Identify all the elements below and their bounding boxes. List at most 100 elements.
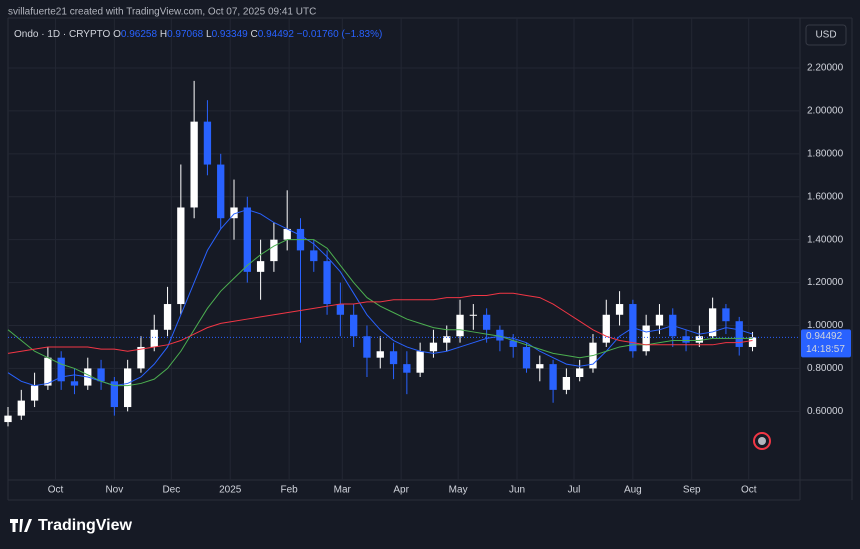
credit: svillafuerte21 created with TradingView.…	[8, 7, 316, 18]
candle-body	[549, 364, 557, 390]
quote-value: 0.94492	[258, 29, 295, 40]
candle-body	[522, 346, 531, 369]
quote-value: 0.96258	[121, 29, 158, 40]
candle-body	[110, 381, 119, 408]
logo-mark	[10, 519, 32, 532]
countdown: 14:18:57	[806, 344, 845, 355]
y-tick-label: 1.20000	[807, 277, 844, 288]
candle-body	[217, 164, 225, 219]
x-tick-label: Nov	[105, 485, 123, 496]
candle-body	[137, 346, 145, 369]
event-icon-inner	[758, 437, 766, 445]
candle-body	[722, 308, 730, 322]
candle-body	[350, 314, 358, 337]
grid	[8, 18, 800, 480]
change: −0.01760 (−1.83%)	[297, 29, 383, 40]
y-tick-label: 0.60000	[807, 406, 844, 417]
legend: Ondo · 1D · CRYPTO O0.96258 H0.97068 L0.…	[14, 29, 382, 40]
last-price-box	[801, 329, 851, 358]
candle-body	[163, 304, 172, 330]
x-tick-label: 2025	[219, 485, 242, 496]
candle-body	[403, 364, 411, 373]
logo	[10, 519, 32, 532]
x-tick-label: Jul	[568, 485, 581, 496]
candle-body	[469, 314, 477, 316]
x-tick-label: Aug	[624, 485, 642, 496]
candle-body	[363, 336, 371, 358]
last-price-label: 0.94492	[806, 331, 843, 342]
candle-body	[482, 314, 491, 330]
y-tick-label: 1.80000	[807, 148, 844, 159]
candle-body	[682, 336, 690, 343]
candle-body	[416, 351, 424, 373]
moving-average	[7, 209, 753, 387]
candle-body	[256, 261, 265, 272]
x-tick-label: May	[449, 485, 468, 496]
candle-body	[708, 308, 717, 337]
candle-body	[602, 314, 610, 343]
candle-body	[496, 329, 504, 341]
candle-body	[270, 239, 278, 262]
moving-average	[7, 292, 753, 354]
candle-body	[562, 376, 571, 390]
quote-value: 0.97068	[167, 29, 204, 40]
candle-body	[230, 207, 238, 219]
candle-body	[177, 207, 185, 305]
candle-body	[376, 351, 384, 358]
x-tick-label: Oct	[741, 485, 757, 496]
candle-body	[203, 121, 212, 165]
x-tick-label: Jun	[509, 485, 525, 496]
candle-body	[389, 351, 398, 365]
candle-body	[536, 364, 544, 369]
x-tick-label: Feb	[280, 485, 298, 496]
y-tick-label: 2.00000	[807, 106, 844, 117]
candle-body	[310, 250, 318, 262]
candle-body	[456, 314, 464, 337]
y-tick-label: 2.20000	[807, 63, 844, 74]
candle-body	[336, 304, 345, 315]
candle-body	[4, 415, 12, 423]
candle-body	[243, 207, 251, 272]
y-tick-label: 0.80000	[807, 363, 844, 374]
candle-body	[443, 336, 451, 343]
candle-body	[576, 368, 584, 377]
x-tick-label: Dec	[162, 485, 180, 496]
quote-label: H	[160, 29, 167, 40]
candle-body	[150, 329, 158, 347]
candle-body	[642, 325, 650, 352]
candle-body	[695, 336, 703, 343]
y-tick-label: 1.40000	[807, 234, 844, 245]
x-tick-label: Oct	[48, 485, 64, 496]
currency-box[interactable]	[805, 24, 847, 46]
candle-body	[323, 261, 331, 305]
x-tick-label: Apr	[393, 485, 409, 496]
quote-label: C	[251, 29, 258, 40]
moving-average	[7, 239, 753, 387]
quote-value: 0.93349	[212, 29, 249, 40]
brand: TradingView	[38, 517, 133, 534]
symbol: Ondo · 1D · CRYPTO	[14, 29, 111, 40]
candle-body	[17, 400, 25, 416]
quote-label: L	[206, 29, 212, 40]
candle-body	[509, 340, 517, 347]
candle-body	[30, 385, 39, 401]
candle-body	[44, 357, 52, 386]
candle-body	[97, 368, 105, 382]
y-tick-label: 1.60000	[807, 191, 844, 202]
x-tick-label: Mar	[334, 485, 352, 496]
candle-body	[283, 228, 291, 240]
x-tick-label: Sep	[683, 485, 701, 496]
currency[interactable]: USD	[815, 30, 836, 41]
quote-label: O	[113, 29, 121, 40]
candle-body	[190, 121, 198, 208]
candle-body	[735, 321, 743, 347]
y-tick-label: 1.00000	[807, 320, 844, 331]
candle-body	[70, 381, 79, 386]
plot	[4, 80, 800, 427]
candle-body	[57, 357, 65, 382]
candle-body	[748, 337, 757, 347]
candle-body	[615, 304, 624, 315]
